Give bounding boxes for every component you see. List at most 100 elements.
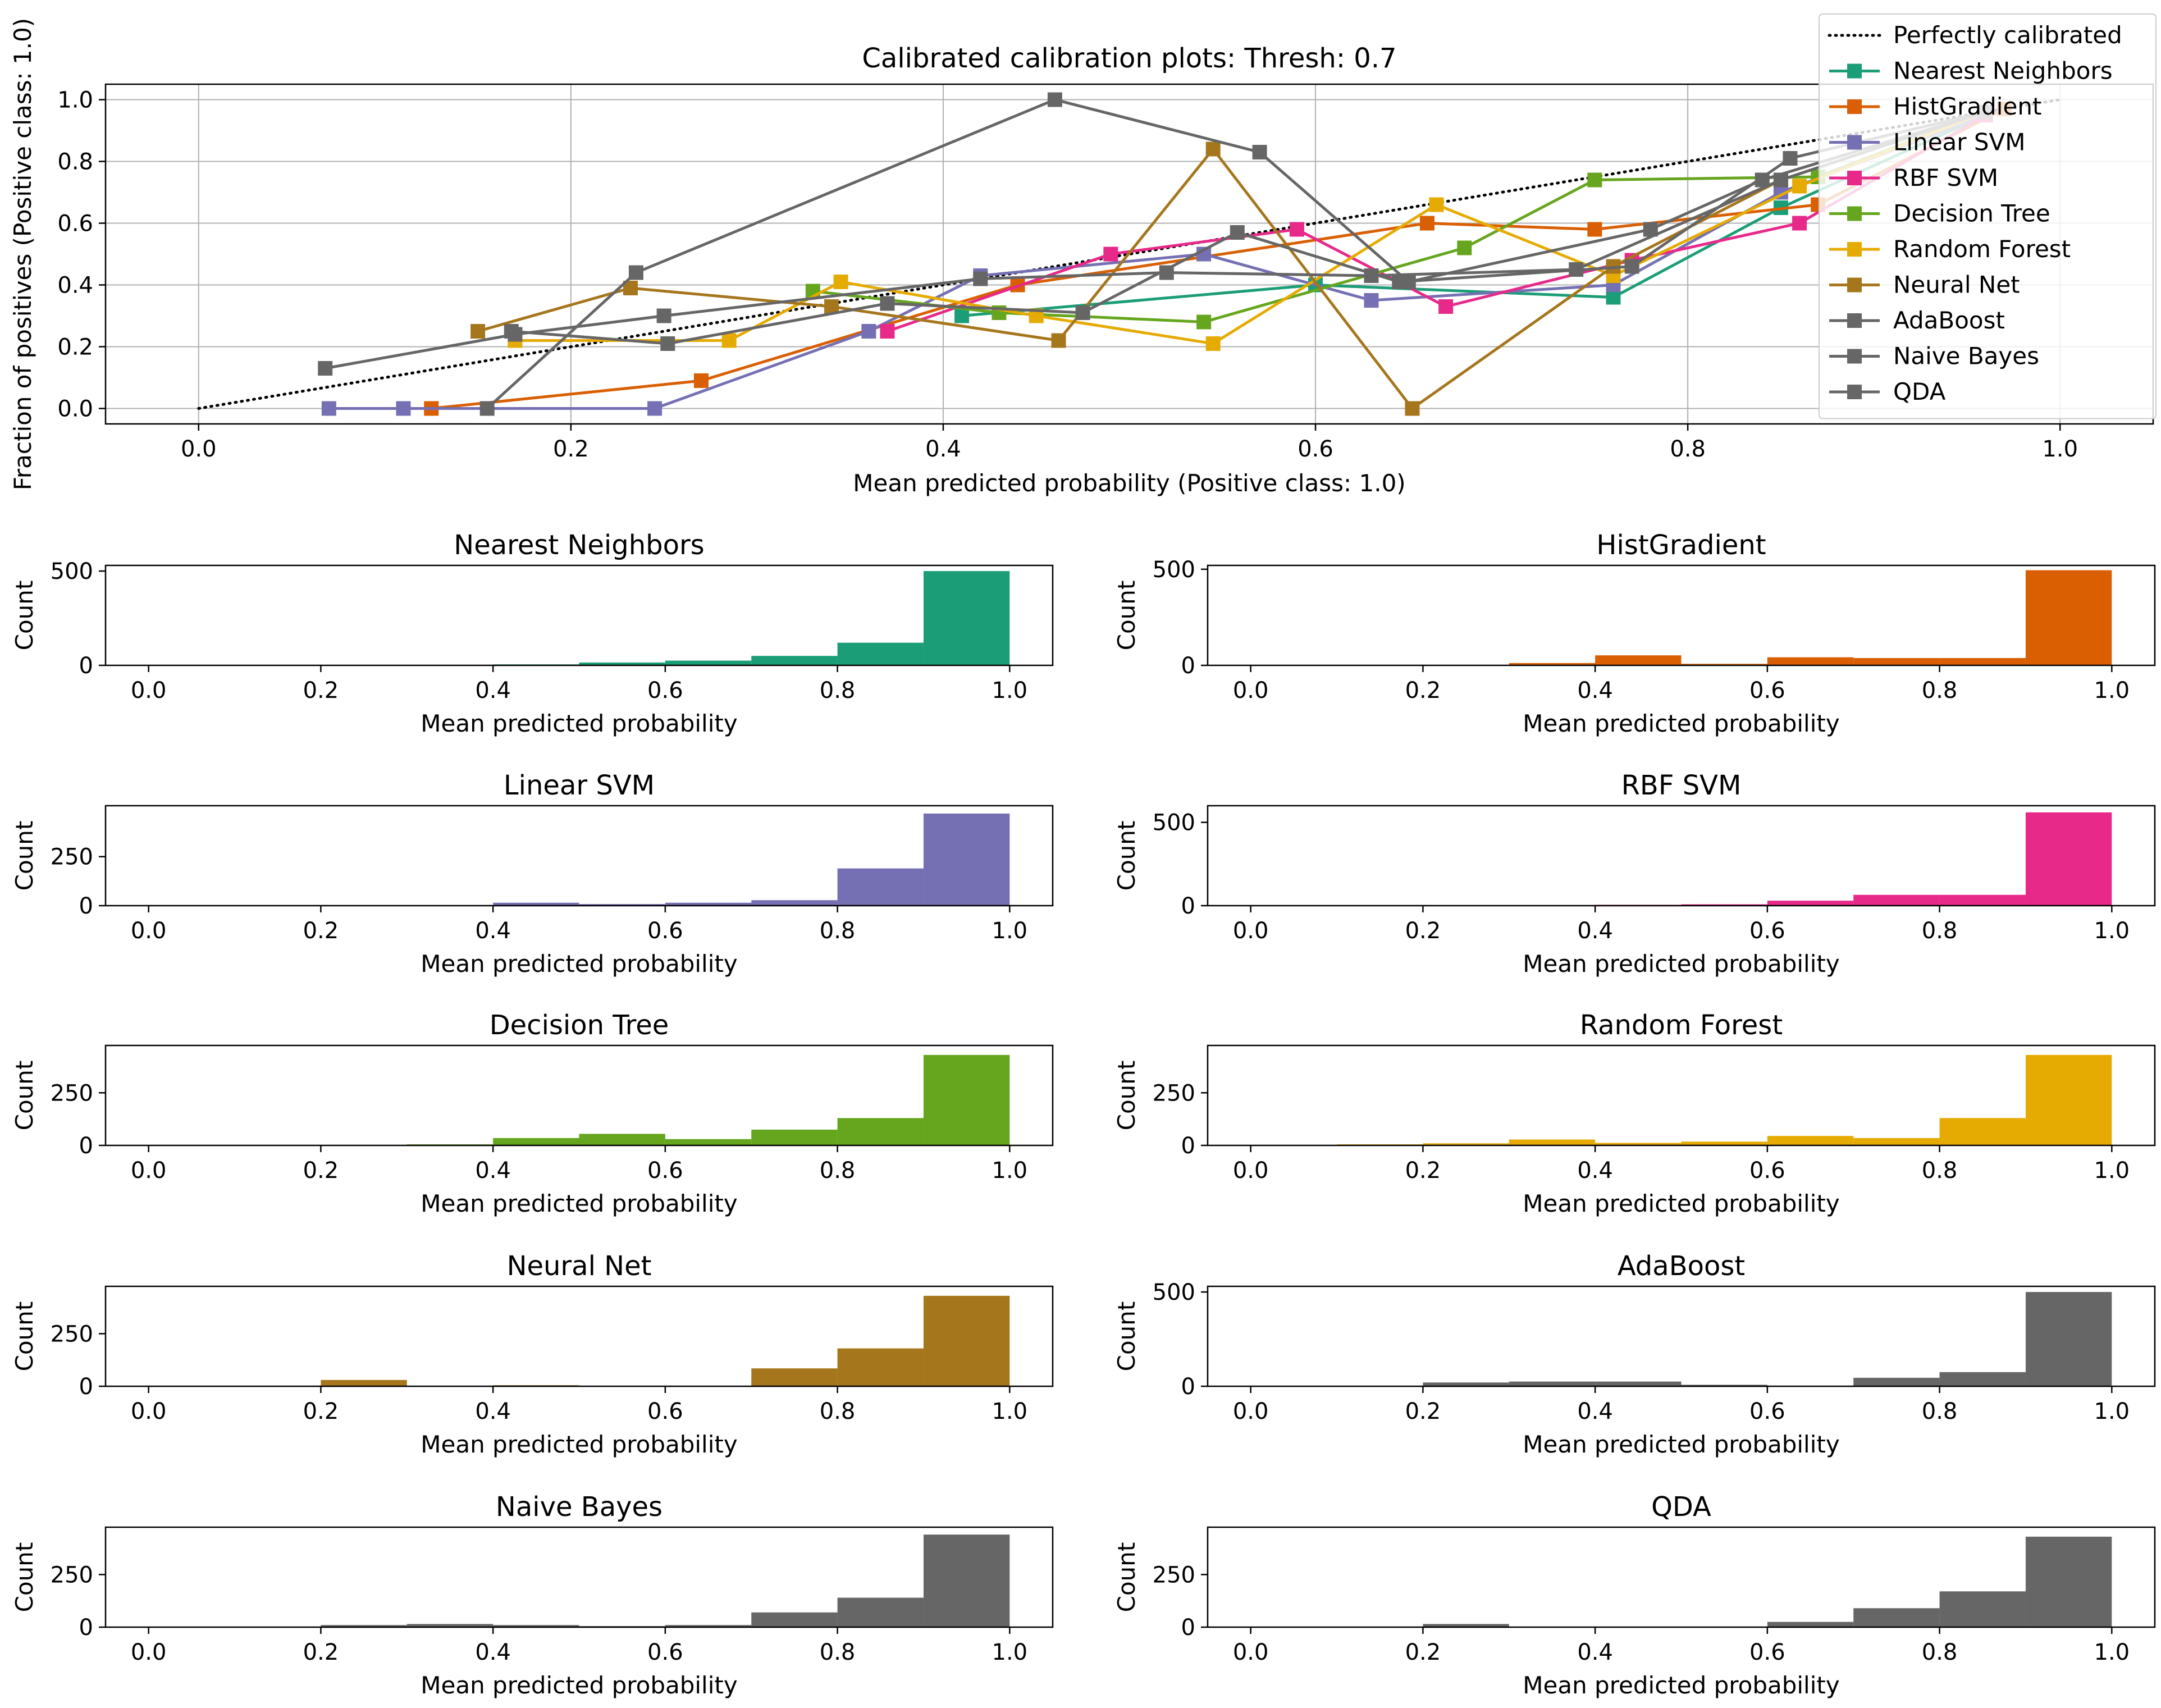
x-tick-label: 0.0 (131, 918, 167, 944)
legend-entry-label: AdaBoost (1893, 307, 2005, 334)
histogram-y-axis-label: Count (11, 581, 38, 651)
histogram-bar (1853, 1138, 1940, 1145)
y-tick-label: 250 (1153, 1080, 1195, 1106)
histogram-x-axis-label: Mean predicted probability (1523, 1190, 1839, 1217)
histogram-bar (1939, 1372, 2026, 1386)
x-tick-label: 0.0 (131, 1399, 167, 1424)
histogram-title: Decision Tree (490, 1010, 669, 1041)
series-marker-linear-svm (647, 401, 663, 416)
histogram-histgradient: HistGradient 0.0 0.2 0.4 0.6 0.8 1.0 0 500 Mean p… (1113, 529, 2156, 737)
x-tick-label: 0.4 (1577, 1399, 1613, 1424)
calibration-y-axis-label: Fraction of positives (Positive class: 1… (9, 18, 36, 490)
series-marker-decision-tree (1587, 172, 1602, 188)
x-tick-label: 1.0 (992, 1399, 1028, 1424)
legend-swatch-marker (1847, 99, 1862, 114)
series-linear-svm (321, 108, 1993, 416)
y-tick-label: 0.4 (57, 273, 93, 299)
histogram-bar (1853, 1377, 1940, 1386)
series-marker-rbf-svm (1792, 216, 1807, 231)
series-marker-decision-tree (1457, 240, 1472, 255)
histogram-bar (1853, 894, 1940, 906)
legend-swatch-marker (1847, 385, 1862, 399)
histogram-bar (579, 662, 665, 665)
series-marker-naive-bayes (880, 296, 895, 311)
x-tick-label: 0.6 (647, 1399, 683, 1424)
x-tick-label: 0.6 (647, 1158, 683, 1184)
y-tick-label: 0 (1181, 1615, 1195, 1641)
histogram-bar (1595, 1381, 1682, 1386)
series-qda (479, 92, 1993, 416)
y-tick-label: 250 (51, 844, 93, 870)
series-marker-naive-bayes (1075, 305, 1090, 320)
series-marker-naive-bayes (1783, 151, 1798, 166)
legend-swatch-marker (1847, 313, 1862, 328)
histogram-bar (1767, 901, 1854, 906)
y-tick-label: 0 (79, 1374, 93, 1400)
series-marker-random-forest (1429, 197, 1444, 212)
histogram-x-axis-label: Mean predicted probability (421, 1190, 737, 1217)
x-tick-label: 0.0 (1233, 1640, 1269, 1665)
series-marker-naive-bayes (1230, 225, 1245, 240)
histogram-random-forest: Random Forest 0.0 0.2 0.4 0.6 0.8 1.0 0 250 Mean … (1113, 1010, 2156, 1217)
y-tick-label: 0 (1181, 1133, 1195, 1159)
histogram-frame (1207, 564, 2156, 666)
series-line-qda (486, 98, 1986, 410)
series-marker-nearest-neighbors (1606, 290, 1621, 305)
legend-swatch-marker (1847, 135, 1862, 150)
histogram-bar (1681, 1385, 1767, 1386)
histogram-rbf-svm: RBF SVM 0.0 0.2 0.4 0.6 0.8 1.0 0 500 Mean predic… (1113, 770, 2156, 978)
histogram-y-axis-label: Count (1113, 1061, 1140, 1131)
x-tick-label: 0.8 (820, 1640, 856, 1665)
histogram-y-axis-label: Count (1113, 1542, 1140, 1613)
x-tick-label: 0.8 (820, 918, 856, 944)
x-tick-label: 0.4 (925, 436, 961, 462)
series-marker-qda (1047, 92, 1062, 107)
histogram-bar (837, 642, 924, 665)
series-marker-rbf-svm (1103, 246, 1118, 262)
x-tick-label: 0.2 (1405, 918, 1441, 944)
series-marker-adaboost (318, 361, 333, 376)
histogram-nearest-neighbors: Nearest Neighbors 0.0 0.2 0.4 0.6 0.8 1.0 0 500 M… (11, 529, 1054, 737)
histogram-frame (1207, 1044, 2156, 1147)
series-marker-qda (479, 401, 495, 416)
histogram-bar (406, 1624, 494, 1627)
histogram-bar (579, 1134, 665, 1145)
series-marker-adaboost (656, 308, 671, 323)
histogram-bar (2025, 812, 2112, 906)
x-tick-label: 0.4 (475, 1399, 511, 1424)
histogram-bar (1423, 1143, 1509, 1145)
histogram-title: RBF SVM (1621, 770, 1742, 801)
y-tick-label: 250 (1153, 1562, 1195, 1588)
x-tick-label: 0.2 (553, 436, 589, 462)
histogram-bar (837, 1597, 924, 1627)
histogram-x-axis-label: Mean predicted probability (1523, 1431, 1839, 1458)
legend-swatch-marker (1847, 242, 1862, 257)
histogram-naive-bayes: Naive Bayes 0.0 0.2 0.4 0.6 0.8 1.0 0 250 Mean pr… (11, 1491, 1054, 1699)
histogram-bar (1509, 663, 1596, 665)
histogram-bar (2025, 1292, 2112, 1386)
histogram-title: QDA (1651, 1491, 1711, 1523)
histogram-bar (321, 1380, 407, 1386)
histogram-bar (665, 902, 752, 906)
histogram-bar (2025, 570, 2112, 665)
histogram-bar (1595, 1143, 1682, 1145)
histogram-x-axis-label: Mean predicted probability (421, 950, 737, 978)
x-tick-label: 1.0 (2094, 1399, 2130, 1424)
x-tick-label: 0.8 (1922, 678, 1958, 704)
y-tick-label: 500 (1153, 810, 1195, 836)
series-marker-linear-svm (1364, 293, 1379, 308)
x-tick-label: 1.0 (2094, 1640, 2130, 1665)
x-tick-label: 0.8 (820, 1158, 856, 1184)
y-tick-label: 250 (51, 1080, 93, 1106)
series-naive-bayes (504, 104, 1993, 351)
series-marker-neural-net (1051, 333, 1066, 348)
series-marker-random-forest (833, 275, 848, 289)
y-tick-label: 0.2 (57, 335, 93, 360)
x-tick-label: 0.0 (181, 436, 217, 462)
histogram-bar (1939, 894, 2026, 906)
legend-entry-label: Nearest Neighbors (1893, 57, 2113, 85)
x-tick-label: 1.0 (2042, 436, 2078, 462)
histogram-bar (665, 1625, 752, 1627)
legend-swatch-marker (1847, 171, 1862, 185)
histogram-x-axis-label: Mean predicted probability (421, 1431, 737, 1458)
